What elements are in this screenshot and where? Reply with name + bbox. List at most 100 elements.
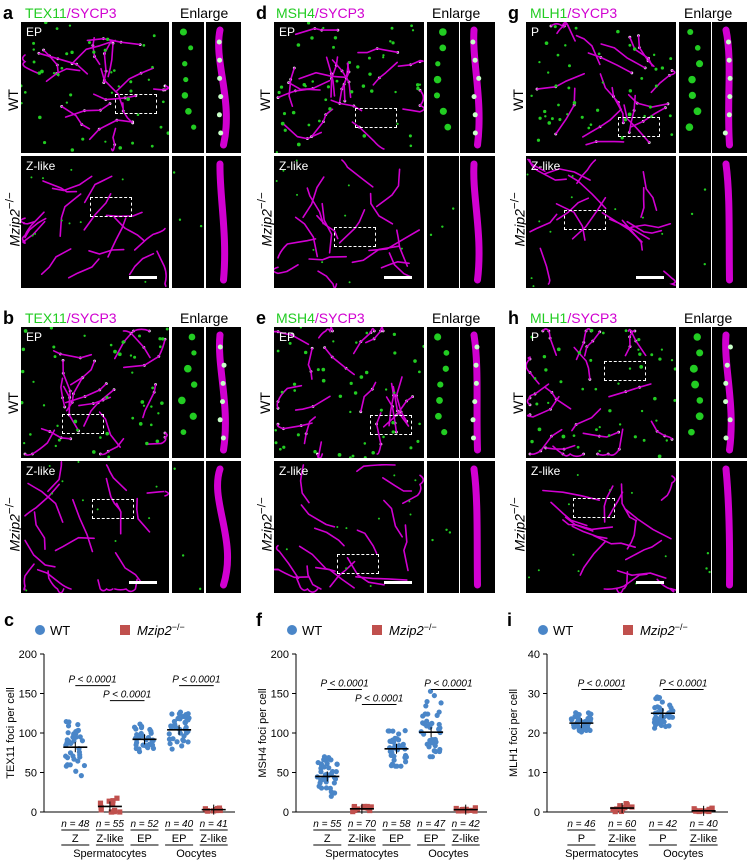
micrograph-b-wt: EP — [21, 327, 169, 458]
scale-bar — [129, 581, 157, 584]
data-point — [398, 743, 404, 749]
row-label-mut-a: Mzip2−/− — [3, 192, 23, 247]
enlarge-green-d-wt — [427, 22, 459, 153]
data-point — [77, 754, 83, 760]
data-point — [73, 734, 79, 740]
data-point — [424, 718, 430, 724]
data-point — [166, 731, 172, 737]
enlarge-green-h-wt — [679, 327, 711, 458]
stage-label-e-wt: EP — [279, 330, 296, 344]
data-point — [71, 756, 77, 762]
group-label: P — [578, 833, 585, 845]
data-point — [318, 762, 325, 769]
data-point — [436, 721, 442, 728]
micrograph-e-wt: EP — [274, 327, 424, 458]
scale-bar — [384, 276, 412, 279]
y-tick-label: 40 — [528, 649, 540, 661]
n-label: n = 42 — [452, 819, 481, 830]
group-label: Z — [72, 833, 79, 845]
title-b: TEX11/SYCP3 — [25, 310, 117, 326]
data-point — [323, 785, 330, 791]
data-point — [181, 733, 187, 739]
data-point — [148, 728, 154, 734]
data-point — [67, 750, 74, 756]
y-tick-label: 150 — [19, 689, 37, 701]
data-point — [587, 717, 593, 723]
data-point — [79, 738, 86, 744]
data-point — [97, 800, 104, 806]
enlarge-green-a-wt — [172, 22, 204, 153]
data-point — [402, 759, 409, 765]
data-point — [438, 700, 444, 706]
roi-box — [115, 94, 157, 115]
legend-mutant-marker — [623, 625, 633, 635]
y-tick-label: 30 — [528, 689, 540, 701]
data-point — [434, 712, 440, 718]
legend-wt-marker — [538, 625, 548, 635]
row-label-wt-h: WT — [510, 392, 526, 414]
group-label: EP — [424, 833, 439, 845]
data-point — [112, 807, 118, 814]
enlarge-merge-d-mutant — [460, 156, 495, 288]
data-point — [437, 746, 443, 753]
stage-label-g-mutant: Z-like — [531, 159, 561, 173]
data-point — [668, 705, 674, 711]
data-point — [186, 715, 192, 721]
chart-i: i WT Mzip2−/− 0 10 20 30 40 MLH1 foci per cell n … — [507, 612, 728, 860]
stage-label-a-wt: EP — [26, 25, 43, 39]
data-point — [659, 699, 665, 705]
y-axis-title: MLH1 foci per cell — [508, 689, 520, 777]
data-point — [709, 805, 715, 811]
micrograph-d-wt: EP — [274, 22, 424, 153]
group-label: Z-like — [96, 833, 123, 845]
n-label: n = 46 — [567, 819, 596, 830]
panel-label-b: b — [3, 308, 14, 328]
stage-label-g-wt: P — [531, 25, 540, 39]
enlarge-merge-h-mutant — [712, 461, 747, 593]
data-point — [706, 806, 712, 812]
group-label: Z-like — [200, 833, 227, 845]
panel-label-f: f — [256, 612, 263, 630]
data-point — [64, 737, 70, 743]
data-point — [453, 805, 459, 812]
y-tick-label: 50 — [25, 768, 37, 780]
roi-box — [92, 499, 135, 520]
data-point — [425, 711, 431, 717]
panel-label-h: h — [508, 308, 519, 328]
enlarge-label-h: Enlarge — [684, 310, 733, 326]
n-label: n = 47 — [417, 819, 446, 830]
panel-label-e: e — [256, 308, 267, 328]
micrograph-g-mutant: Z-like — [526, 156, 676, 288]
category-label-oocytes: Oocytes — [663, 848, 704, 860]
scale-bar — [636, 276, 664, 279]
legend-mutant-label: Mzip2−/− — [137, 622, 185, 638]
data-point — [167, 741, 173, 747]
data-point — [315, 759, 321, 766]
data-point — [78, 772, 84, 779]
data-point — [364, 803, 370, 810]
data-point — [108, 809, 114, 815]
row-label-wt-a: WT — [5, 89, 21, 111]
legend-wt-label: WT — [50, 623, 70, 638]
p-value-label: P < 0.0001 — [320, 679, 368, 690]
data-point — [110, 801, 116, 807]
scale-bar — [384, 581, 412, 584]
data-point — [68, 740, 74, 747]
data-point — [350, 809, 356, 815]
enlarge-label-g: Enlarge — [684, 5, 733, 21]
row-label-wt-e: WT — [257, 392, 273, 414]
y-tick-label: 0 — [283, 807, 289, 819]
data-point — [572, 713, 578, 720]
data-point — [166, 736, 173, 742]
y-tick-label: 100 — [19, 728, 37, 740]
data-point — [134, 739, 140, 746]
data-point — [394, 763, 400, 769]
micrograph-d-mutant: Z-like — [274, 156, 424, 288]
stage-label-a-mutant: Z-like — [26, 159, 56, 173]
data-point — [427, 754, 433, 760]
roi-box — [336, 553, 379, 574]
data-point — [332, 776, 339, 782]
group-label: EP — [389, 833, 404, 845]
data-point — [361, 803, 368, 810]
enlarge-merge-d-wt — [460, 22, 495, 153]
